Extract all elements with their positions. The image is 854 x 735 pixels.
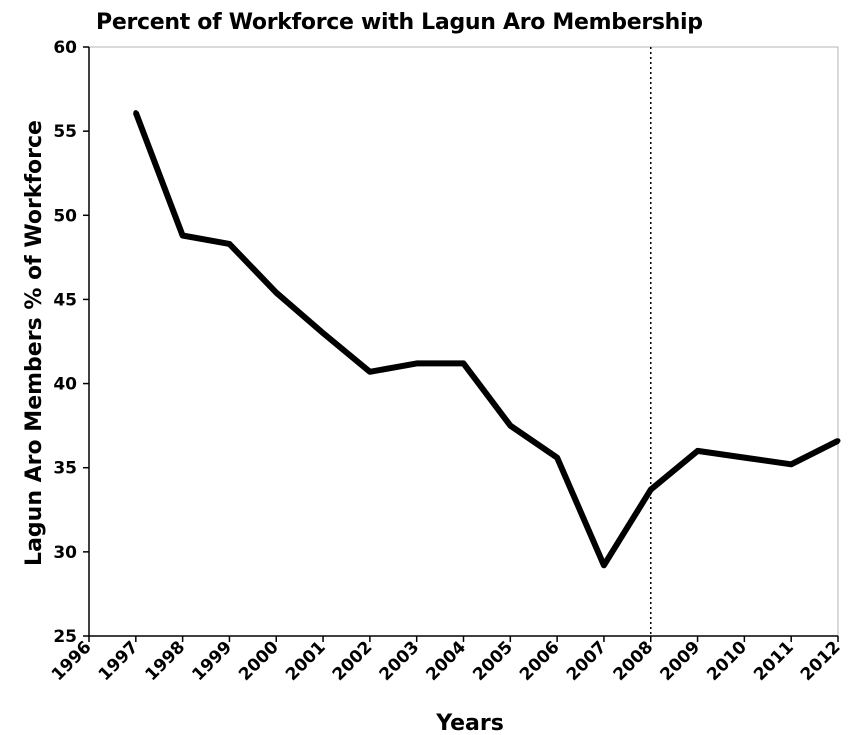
data-point [226,241,232,247]
x-tick-label: 2008 [610,637,658,685]
y-tick-label: 40 [53,375,77,395]
x-tick-label: 2006 [516,637,564,685]
y-tick-label: 35 [53,459,77,479]
data-point [507,423,513,429]
data-point [320,330,326,336]
x-tick-label: 1999 [188,637,236,685]
data-point [741,455,747,461]
x-tick-label: 2012 [797,637,845,685]
y-axis-title: Lagun Aro Members % of Workforce [22,120,47,566]
x-tick-label: 2002 [329,637,377,685]
y-tick-label: 60 [53,38,77,58]
x-tick-label: 2000 [235,637,283,685]
x-axis-title: Years [435,711,504,735]
x-tick-label: 2010 [703,637,751,685]
x-tick-label: 2003 [376,637,424,685]
y-tick-label: 50 [53,206,77,226]
series-line [132,111,840,569]
x-tick-label: 2001 [282,637,330,685]
axes [83,46,839,642]
data-point [554,455,560,461]
data-point [461,360,466,366]
data-point [133,110,139,116]
x-tick-label: 2005 [469,637,517,685]
x-tick-label: 1998 [142,637,190,685]
chart-title: Percent of Workforce with Lagun Aro Memb… [96,10,703,35]
x-tick-label: 2011 [750,637,798,685]
data-point [601,562,607,568]
y-tick-label: 30 [53,543,77,563]
data-point [414,360,420,366]
x-tick-label: 2004 [422,637,470,685]
x-tick-label: 2009 [656,637,704,685]
data-point [648,487,654,493]
data-point [695,448,701,454]
data-point [180,232,186,238]
y-tick-label: 45 [53,290,77,310]
data-point [835,438,841,444]
data-point [273,290,279,296]
plot-frame [88,46,839,637]
series-layer [132,110,841,569]
x-tick-label: 2007 [563,637,611,685]
y-tick-label: 55 [53,122,77,142]
y-tick-label: 25 [53,627,77,647]
data-point [788,461,794,467]
x-tick-label: 1997 [95,637,143,685]
data-point [367,369,373,375]
